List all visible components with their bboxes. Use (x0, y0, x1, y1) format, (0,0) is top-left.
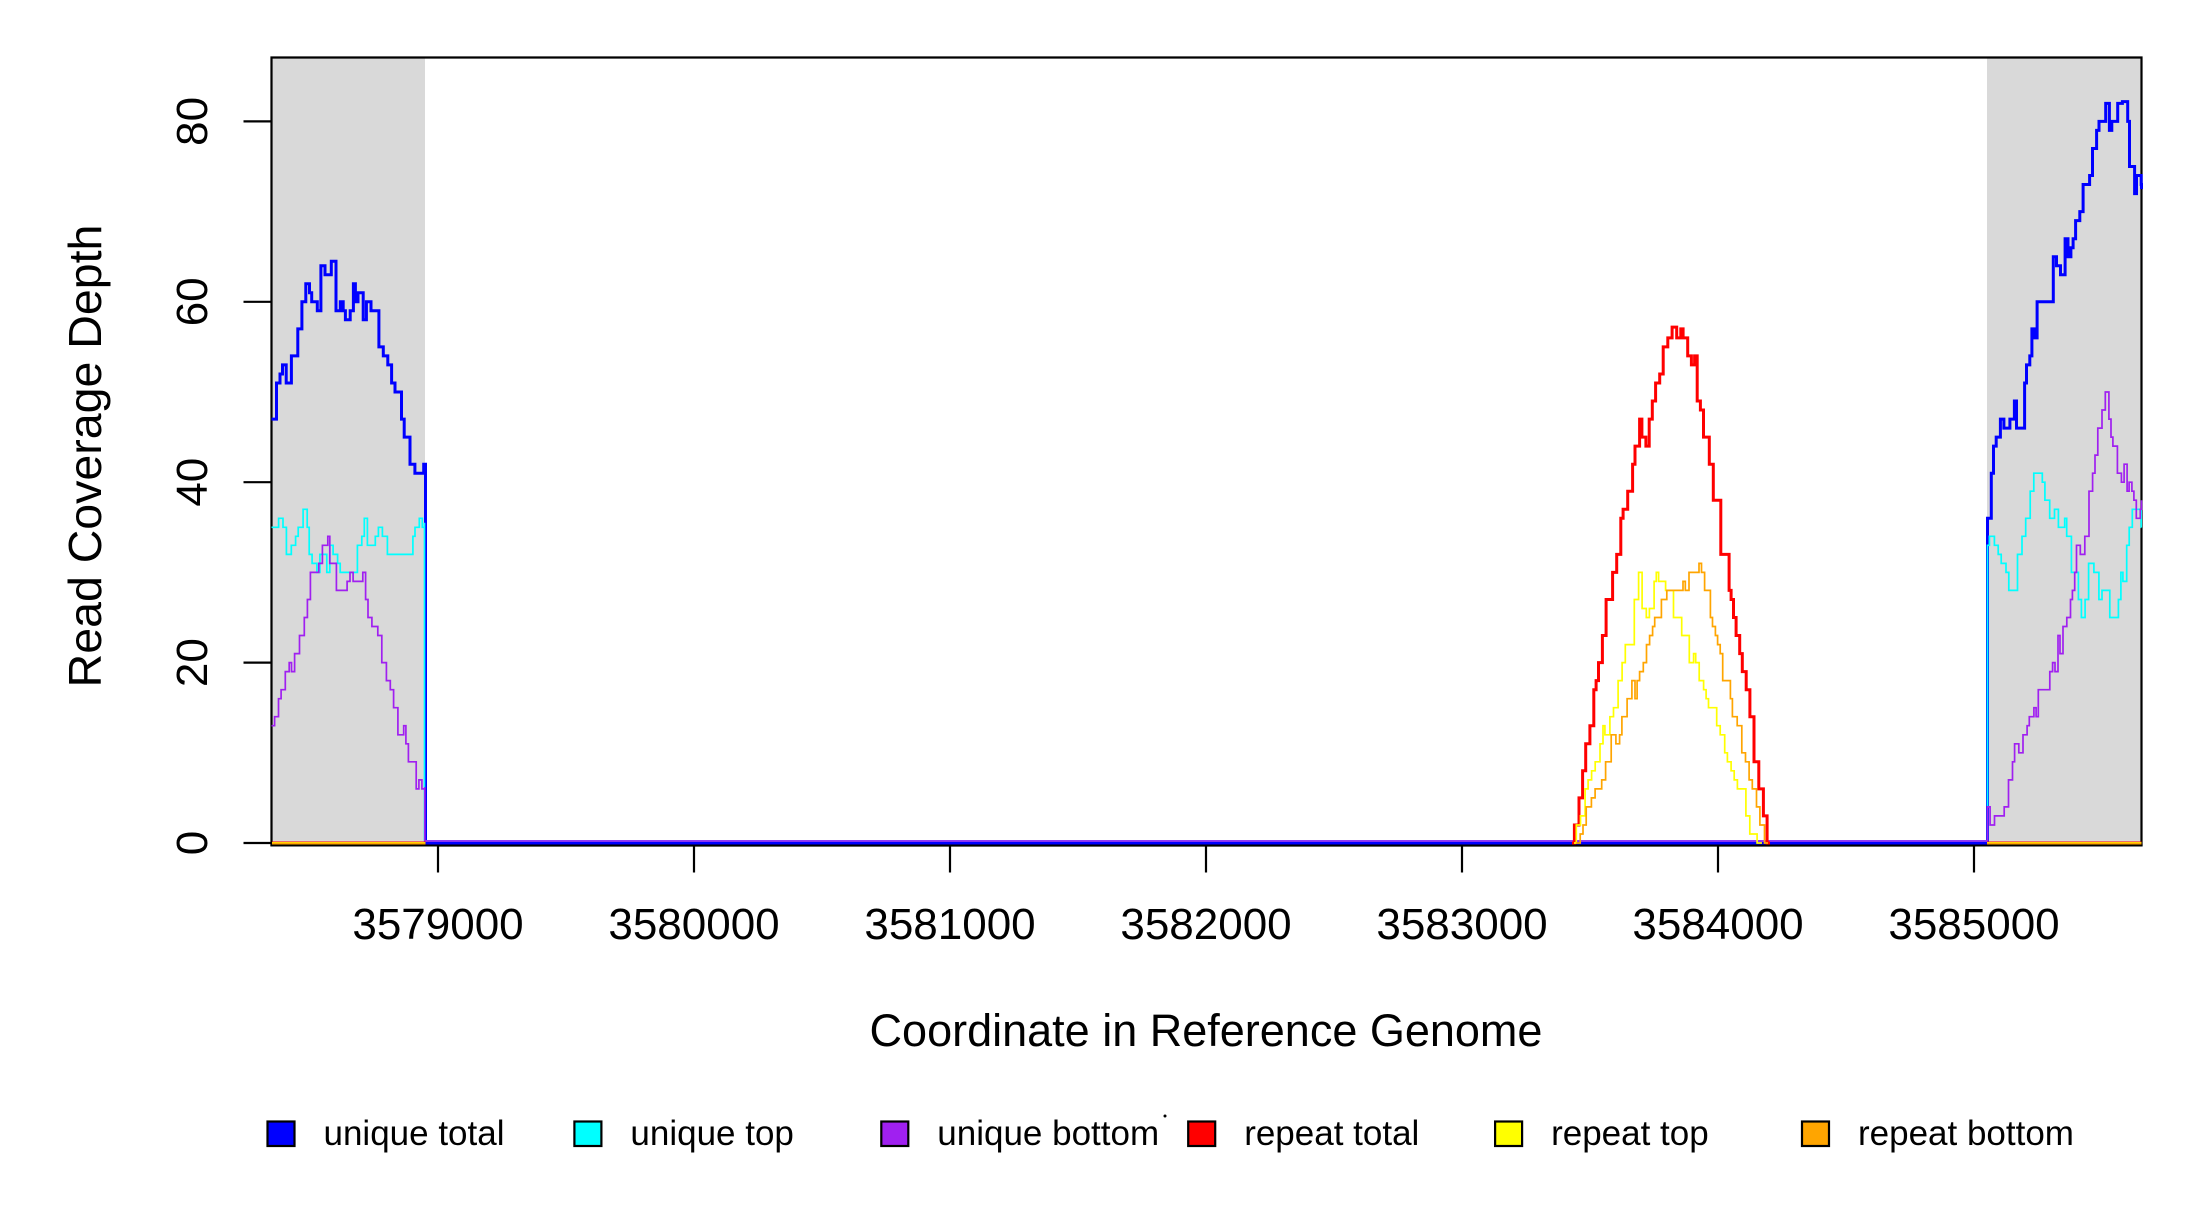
svg-text:3580000: 3580000 (608, 900, 779, 949)
svg-text:unique total: unique total (324, 1114, 505, 1153)
svg-text:unique top: unique top (630, 1114, 793, 1153)
svg-text:60: 60 (168, 277, 217, 326)
svg-text:repeat total: repeat total (1244, 1114, 1419, 1153)
svg-text:3582000: 3582000 (1120, 900, 1291, 949)
svg-text:3584000: 3584000 (1632, 900, 1803, 949)
svg-text:40: 40 (168, 458, 217, 507)
svg-text:unique bottom: unique bottom (937, 1114, 1159, 1153)
svg-text:3579000: 3579000 (352, 900, 523, 949)
svg-text:3583000: 3583000 (1376, 900, 1547, 949)
svg-text:0: 0 (168, 831, 217, 855)
svg-text:repeat bottom: repeat bottom (1858, 1114, 2074, 1153)
svg-text:20: 20 (168, 638, 217, 687)
svg-text:3581000: 3581000 (864, 900, 1035, 949)
svg-text:Read Coverage Depth: Read Coverage Depth (59, 225, 111, 688)
svg-text:3585000: 3585000 (1888, 900, 2059, 949)
svg-text:80: 80 (168, 97, 217, 146)
svg-text:repeat top: repeat top (1551, 1114, 1709, 1153)
svg-text:Coordinate in Reference Genome: Coordinate in Reference Genome (870, 1005, 1543, 1056)
